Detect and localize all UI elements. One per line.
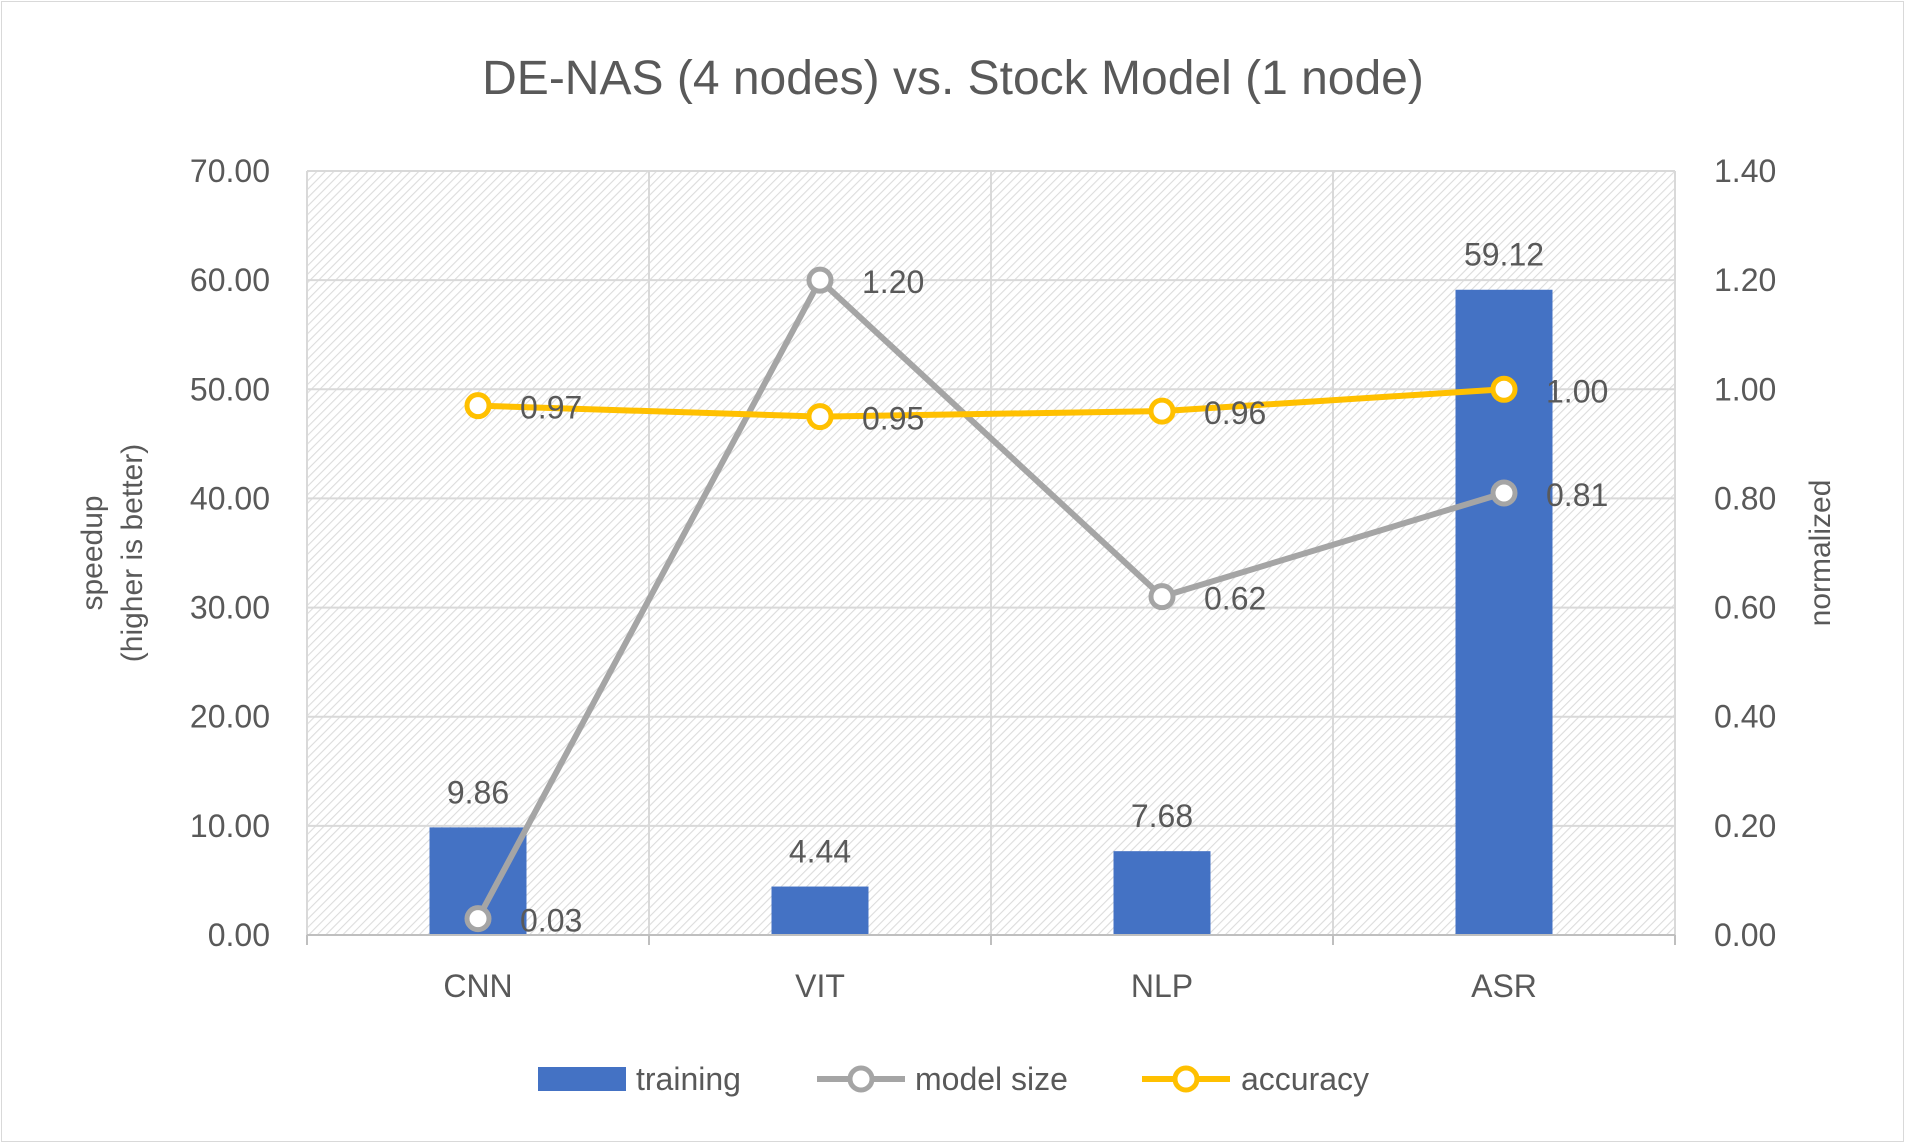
legend-marker-accuracy bbox=[1172, 1065, 1200, 1093]
legend-item-model-size: model size bbox=[817, 1061, 1068, 1097]
legend-item-training: training bbox=[538, 1061, 741, 1097]
right-tick-label: 0.60 bbox=[1714, 590, 1776, 626]
bar-vit bbox=[771, 886, 869, 935]
left-tick-label: 40.00 bbox=[190, 480, 270, 516]
right-tick-label: 0.40 bbox=[1714, 699, 1776, 735]
legend-item-accuracy: accuracy bbox=[1142, 1061, 1369, 1097]
chart-title: DE-NAS (4 nodes) vs. Stock Model (1 node… bbox=[482, 52, 1424, 105]
line-model-size bbox=[475, 277, 1507, 922]
marker-model-size bbox=[1490, 479, 1518, 507]
line-value-label: 0.97 bbox=[520, 390, 582, 426]
right-tick-label: 0.20 bbox=[1714, 808, 1776, 844]
right-tick-label: 1.00 bbox=[1714, 371, 1776, 407]
legend-swatch-training bbox=[538, 1067, 626, 1091]
legend: training model size accuracy bbox=[538, 1061, 1369, 1097]
left-axis-ticks: 0.00 10.00 20.00 30.00 40.00 50.00 60.00 70.00 bbox=[190, 153, 270, 953]
line-value-label: 1.00 bbox=[1546, 373, 1608, 409]
x-axis-labels: CNN VIT NLP ASR bbox=[443, 968, 1537, 1004]
right-tick-label: 1.20 bbox=[1714, 262, 1776, 298]
grid-lines bbox=[306, 170, 1676, 935]
marker-accuracy bbox=[1148, 397, 1176, 425]
right-axis-ticks: 0.00 0.20 0.40 0.60 0.80 1.00 1.20 1.40 bbox=[1714, 153, 1776, 953]
marker-model-size bbox=[464, 905, 492, 933]
x-tick-label: ASR bbox=[1471, 968, 1537, 1004]
marker-accuracy bbox=[806, 403, 834, 431]
left-tick-label: 10.00 bbox=[190, 808, 270, 844]
left-tick-label: 30.00 bbox=[190, 590, 270, 626]
legend-marker-model-size bbox=[847, 1065, 875, 1093]
bar-data-labels: 9.86 4.44 7.68 59.12 bbox=[447, 237, 1544, 870]
left-axis-title-line1: speedup bbox=[76, 495, 109, 610]
x-axis-ticks bbox=[306, 935, 1676, 945]
line-accuracy bbox=[475, 386, 1507, 420]
marker-accuracy bbox=[464, 392, 492, 420]
legend-label-accuracy: accuracy bbox=[1241, 1061, 1369, 1097]
line-value-label: 0.62 bbox=[1204, 581, 1266, 617]
right-axis-title: normalized bbox=[1804, 480, 1837, 627]
x-tick-label: VIT bbox=[795, 968, 845, 1004]
legend-label-training: training bbox=[636, 1061, 741, 1097]
left-tick-label: 60.00 bbox=[190, 262, 270, 298]
left-tick-label: 50.00 bbox=[190, 371, 270, 407]
right-tick-label: 0.00 bbox=[1714, 917, 1776, 953]
left-axis-title-line2: (higher is better) bbox=[116, 444, 149, 662]
line-value-label: 0.96 bbox=[1204, 395, 1266, 431]
line-value-label: 0.03 bbox=[520, 903, 582, 939]
marker-model-size bbox=[1148, 583, 1176, 611]
bar-nlp bbox=[1113, 851, 1211, 935]
x-tick-label: CNN bbox=[443, 968, 512, 1004]
left-tick-label: 0.00 bbox=[208, 917, 270, 953]
left-tick-label: 70.00 bbox=[190, 153, 270, 189]
line-value-label: 0.81 bbox=[1546, 477, 1608, 513]
bar-value-label: 59.12 bbox=[1464, 237, 1544, 273]
line-value-label: 1.20 bbox=[862, 264, 924, 300]
bar-value-label: 7.68 bbox=[1131, 798, 1193, 834]
left-tick-label: 20.00 bbox=[190, 699, 270, 735]
bar-series-training bbox=[429, 289, 1553, 935]
marker-accuracy bbox=[1490, 375, 1518, 403]
bar-value-label: 4.44 bbox=[789, 834, 851, 870]
line-data-labels: 0.03 1.20 0.62 0.81 0.97 0.95 0.96 1.00 bbox=[520, 264, 1608, 938]
marker-model-size bbox=[806, 266, 834, 294]
bar-value-label: 9.86 bbox=[447, 774, 509, 810]
line-value-label: 0.95 bbox=[862, 401, 924, 437]
x-tick-label: NLP bbox=[1131, 968, 1193, 1004]
line-series bbox=[464, 266, 1518, 933]
right-tick-label: 0.80 bbox=[1714, 480, 1776, 516]
right-tick-label: 1.40 bbox=[1714, 153, 1776, 189]
legend-label-model-size: model size bbox=[915, 1061, 1068, 1097]
